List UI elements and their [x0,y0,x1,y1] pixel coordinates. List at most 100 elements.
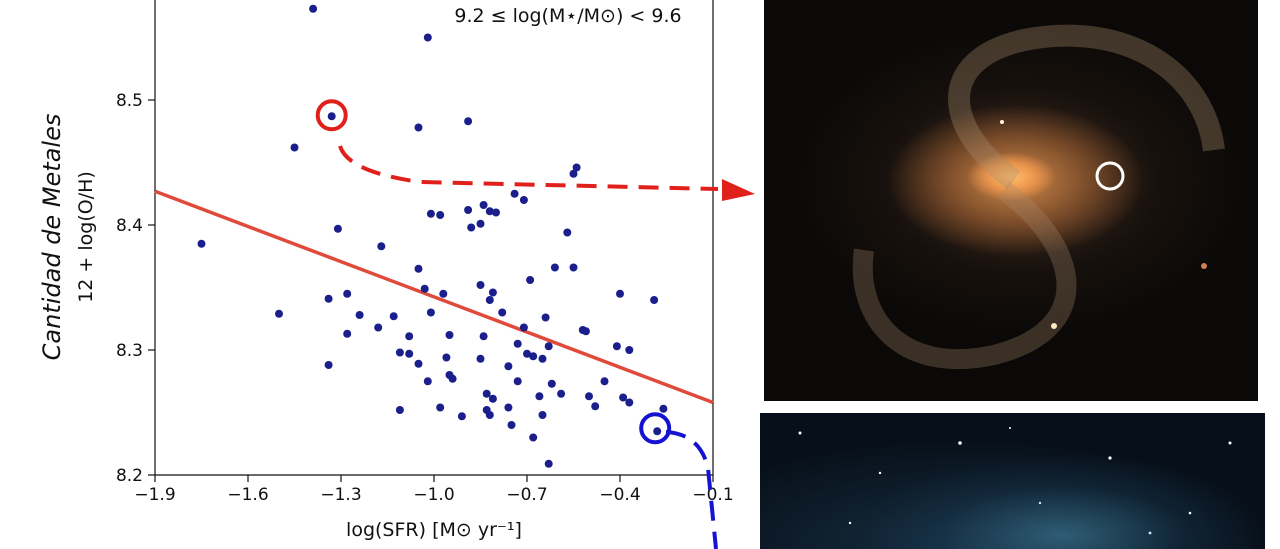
data-point [581,327,590,336]
data-point [563,228,572,237]
blue-dashed-arrow [665,430,718,549]
data-point [395,348,404,357]
data-point [467,223,476,232]
x-tick-label: −0.7 [506,485,547,505]
data-point [498,308,507,317]
data-point [569,169,578,178]
data-point [488,394,497,403]
data-point [485,411,494,419]
data-point [547,379,556,388]
data-point [479,201,488,209]
data-point [324,294,333,303]
y-axis-title-main: Cantidad de Metales [38,114,66,361]
data-point [616,289,624,298]
y-axis-title-sub: 12 + log(O/H) [75,171,97,303]
data-point [426,308,435,317]
data-point [513,339,522,348]
data-point [355,311,364,319]
y-tick-label: 8.3 [116,341,143,361]
data-point [485,207,494,216]
highlight-circle-low-metallicity [639,412,672,445]
data-point [405,349,414,358]
data-point [619,393,628,402]
data-point [544,459,553,468]
data-point [482,389,491,398]
data-point [479,332,488,341]
star-field [798,427,1232,535]
data-point [377,242,386,251]
x-axis-ticks: −1.9 −1.6 −1.3 −1.0 −0.7 −0.4 −0.1 [134,475,734,505]
data-point [374,323,383,332]
red-dashed-arrow [338,145,719,191]
data-point [544,342,553,351]
data-point [504,403,513,412]
data-point [538,411,547,419]
data-point [395,406,404,414]
data-point [414,264,423,273]
data-point [519,323,528,332]
galaxy-image-2 [760,413,1265,549]
data-point [488,288,497,297]
x-tick-label: −1.9 [134,485,175,505]
data-point [535,392,544,401]
data-point [464,117,473,126]
data-point [275,309,283,318]
galaxy-arms [852,24,1225,370]
data-point [439,289,448,298]
mass-bin-annotation: 9.2 ≤ log(M⋆/M⊙) < 9.6 [454,5,681,27]
data-point [476,354,485,363]
data-point [333,224,342,233]
data-point [659,404,668,413]
data-point [510,189,519,198]
data-point [457,412,466,421]
data-point [485,296,494,304]
data-point [324,361,333,369]
data-point [550,263,559,272]
data-point [327,112,336,121]
data-point [423,33,432,42]
data-point [405,332,414,341]
x-tick-label: −1.6 [227,485,268,505]
data-point [436,403,445,412]
x-tick-label: −1.3 [320,485,361,505]
highlight-circle-high-metallicity [315,99,348,132]
data-point [504,362,513,371]
data-point [464,206,473,214]
data-point [569,263,578,272]
y-tick-label: 8.2 [116,466,143,486]
data-point [529,433,538,442]
data-point [507,421,516,429]
fit-line [154,189,714,405]
data-point [513,377,522,386]
data-point [538,354,547,363]
highlight-group [315,99,672,445]
data-point [492,208,500,217]
data-point [625,398,634,407]
x-tick-label: −0.4 [599,485,640,505]
data-point [585,392,593,401]
data-point [612,342,621,351]
data-point [420,284,429,293]
y-axis-ticks: 8.2 8.3 8.4 8.5 [116,91,155,486]
data-point [290,143,299,152]
data-point [476,281,485,289]
data-point [423,377,432,386]
data-point [529,352,538,361]
x-tick-label: −1.0 [413,485,454,505]
x-tick-label: −0.1 [692,485,733,505]
spiral-galaxy-image [764,0,1258,401]
data-point [309,4,318,13]
data-point [541,313,550,322]
data-point [526,276,535,284]
data-point [448,374,457,383]
data-point [389,312,398,321]
data-point [650,296,659,304]
data-point [442,353,451,362]
y-tick-label: 8.5 [116,91,143,111]
data-point [519,196,528,204]
data-point [625,346,634,354]
data-point [343,289,352,298]
x-axis-title: log(SFR) [M⊙ yr⁻¹] [346,519,522,541]
data-point [476,219,485,228]
